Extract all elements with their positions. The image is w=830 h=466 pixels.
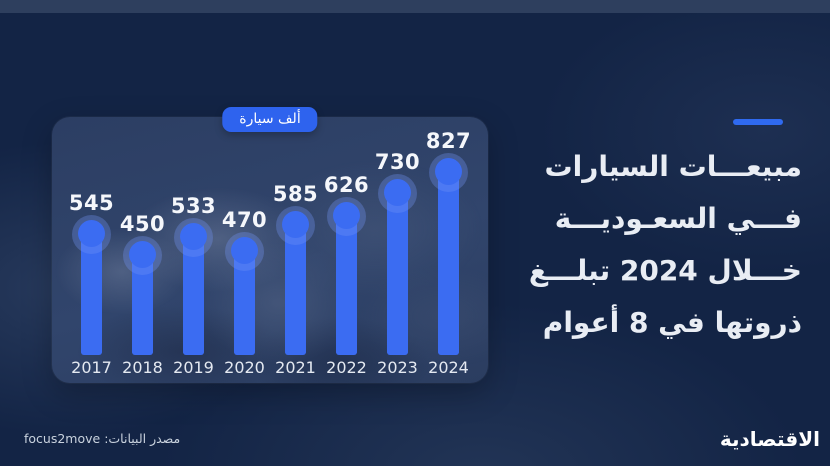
- bar: [123, 236, 162, 355]
- bar-cap: [78, 220, 105, 247]
- year-label: 2023: [377, 358, 418, 377]
- unit-label: ألف سيارة: [239, 111, 301, 127]
- year-label: 2021: [275, 358, 316, 377]
- bar-column: 827 2024: [423, 117, 474, 377]
- bar-column: 585 2021: [270, 117, 321, 377]
- bar-value-label: 626: [323, 173, 370, 197]
- bar-column: 545 2017: [66, 117, 117, 377]
- accent-dash: [733, 119, 783, 125]
- headline-line-1: مبيعـــات السيارات: [544, 150, 802, 183]
- bar-value-label: 533: [170, 194, 217, 218]
- bar-value-label: 827: [425, 129, 472, 153]
- unit-label-pill: ألف سيارة: [222, 107, 318, 132]
- bar-value-label: 730: [374, 150, 421, 174]
- year-label: 2017: [71, 358, 112, 377]
- bar-value-label: 450: [119, 212, 166, 236]
- bar-cap: [282, 211, 309, 238]
- bar: [72, 215, 111, 355]
- bar: [327, 197, 366, 355]
- bar-cap: [231, 237, 258, 264]
- headline-line-2: فـــي السعـوديـــة: [554, 202, 802, 235]
- bar-cap: [333, 202, 360, 229]
- bar-column: 450 2018: [117, 117, 168, 377]
- bar-column: 533 2019: [168, 117, 219, 377]
- headline-title: مبيعـــات السيارات فـــي السعـوديـــة خـ…: [496, 141, 802, 349]
- bar-chart: 545 2017 450 2018 533 2019 470 2020 585 2021 626 20…: [66, 117, 474, 377]
- data-source-label: مصدر البيانات: focus2move: [24, 431, 181, 446]
- bar: [429, 153, 468, 355]
- bar: [225, 232, 264, 355]
- bar-column: 626 2022: [321, 117, 372, 377]
- headline-line-4: ذروتها في 8 أعوام: [542, 306, 802, 339]
- bar-column: 730 2023: [372, 117, 423, 377]
- bar-cap: [129, 241, 156, 268]
- year-label: 2022: [326, 358, 367, 377]
- bar-value-label: 545: [68, 191, 115, 215]
- brand-logo: الاقتصادية: [719, 427, 820, 451]
- bar: [174, 218, 213, 355]
- bar-value-label: 470: [221, 208, 268, 232]
- bar-cap: [180, 223, 207, 250]
- chart-panel: ألف سيارة 545 2017 450 2018 533 2019 470 2020 58…: [52, 107, 488, 383]
- bar-value-label: 585: [272, 182, 319, 206]
- bar-column: 470 2020: [219, 117, 270, 377]
- bar-cap: [435, 158, 462, 185]
- year-label: 2020: [224, 358, 265, 377]
- headline-line-3: خـــلال 2024 تبلـــغ: [528, 254, 802, 287]
- year-label: 2018: [122, 358, 163, 377]
- top-strip: [0, 0, 830, 13]
- bar: [378, 174, 417, 355]
- bar: [276, 206, 315, 355]
- year-label: 2024: [428, 358, 469, 377]
- year-label: 2019: [173, 358, 214, 377]
- cars-photo-background: [52, 117, 488, 383]
- bar-cap: [384, 179, 411, 206]
